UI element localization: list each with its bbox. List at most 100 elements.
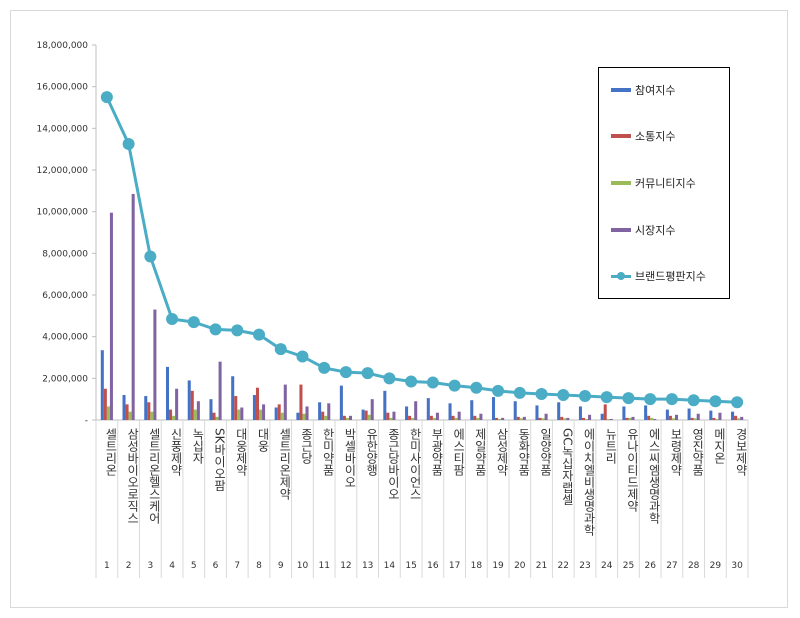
- bar: [361, 409, 365, 420]
- line-point: [318, 361, 331, 374]
- legend-item: 커뮤니티지수: [611, 175, 696, 191]
- bar: [318, 402, 322, 420]
- bar: [283, 384, 287, 420]
- line-point: [535, 387, 548, 400]
- y-tick-label: 10,000,000: [36, 208, 88, 218]
- x-category-label: 종근당바이오: [386, 428, 400, 500]
- x-category-label: 에스씨엠생명과학: [647, 428, 661, 524]
- x-rank-label: 10: [297, 561, 309, 571]
- bar: [513, 401, 517, 420]
- x-category-label: 삼성바이오로직스: [126, 428, 140, 524]
- line-point: [492, 384, 505, 397]
- bar: [557, 402, 561, 420]
- line-point: [100, 91, 113, 104]
- x-category-label: 한미약품: [321, 428, 335, 476]
- bar: [392, 411, 396, 420]
- bar: [302, 413, 306, 420]
- bar: [215, 416, 219, 420]
- bar: [125, 404, 129, 420]
- y-tick-label: -: [85, 416, 88, 426]
- bar: [259, 409, 263, 420]
- x-rank-label: 13: [362, 561, 373, 571]
- x-rank-label: 12: [340, 561, 351, 571]
- y-tick-label: 2,000,000: [42, 374, 88, 384]
- line-point: [231, 324, 244, 337]
- x-category-label: SK바이오팜: [213, 428, 227, 492]
- line-point: [187, 316, 200, 329]
- x-rank-label: 27: [666, 561, 677, 571]
- x-category-label: 에스티팜: [452, 428, 466, 476]
- x-category-label: 셀트리온제약: [278, 428, 292, 500]
- bar: [734, 415, 738, 420]
- bar: [169, 409, 173, 420]
- bar: [668, 415, 672, 420]
- bar: [296, 412, 300, 420]
- bar: [712, 417, 716, 420]
- bar: [473, 415, 477, 420]
- bar: [367, 414, 371, 420]
- line-point: [122, 137, 135, 150]
- x-category-label: 보령제약: [669, 428, 683, 476]
- bar: [190, 390, 194, 420]
- bar: [737, 418, 741, 420]
- legend-label: 시장지수: [635, 224, 676, 237]
- bar: [451, 415, 455, 420]
- bar: [364, 410, 368, 420]
- x-rank-label: 7: [234, 561, 240, 571]
- bar: [414, 401, 418, 420]
- legend-label: 참여지수: [635, 84, 676, 97]
- bar: [693, 418, 697, 420]
- bar: [718, 412, 722, 420]
- line-point: [579, 390, 591, 403]
- x-rank-label: 17: [449, 561, 460, 571]
- y-tick-label: 4,000,000: [42, 333, 88, 343]
- line-point: [383, 372, 396, 385]
- bar: [299, 384, 303, 420]
- bar: [435, 412, 439, 420]
- bar: [566, 417, 570, 420]
- bar: [389, 417, 393, 420]
- x-category-label: 동화약품: [517, 428, 531, 476]
- x-rank-label: 4: [169, 561, 175, 571]
- x-category-label: 한미사이언스: [408, 428, 422, 500]
- x-category-label: 종근당: [299, 428, 313, 464]
- bar: [696, 413, 700, 420]
- bar: [411, 417, 415, 420]
- bar: [476, 417, 480, 420]
- bar: [339, 385, 343, 420]
- bar: [252, 395, 256, 420]
- bar: [498, 418, 502, 420]
- bar: [563, 418, 567, 420]
- legend-swatch-market: [611, 228, 631, 232]
- bar: [196, 401, 200, 420]
- x-category-label: 삼성제약: [495, 428, 509, 476]
- bar: [495, 417, 499, 420]
- line-point: [166, 312, 179, 325]
- bar: [405, 406, 409, 420]
- x-rank-label: 20: [514, 561, 526, 571]
- x-rank-label: 23: [579, 561, 590, 571]
- x-rank-label: 30: [731, 561, 743, 571]
- x-category-label: 대웅: [256, 428, 270, 452]
- bar: [109, 212, 113, 420]
- bar: [631, 416, 635, 420]
- legend-label: 소통지수: [635, 130, 676, 143]
- line-point: [253, 328, 265, 341]
- bar: [585, 418, 589, 420]
- x-rank-label: 28: [688, 561, 700, 571]
- y-tick-label: 14,000,000: [36, 124, 88, 134]
- x-rank-label: 5: [191, 561, 197, 571]
- x-rank-label: 15: [405, 561, 416, 571]
- bar: [560, 416, 564, 420]
- bar: [740, 416, 744, 420]
- bar: [690, 417, 694, 420]
- bar: [131, 193, 135, 420]
- line-point: [709, 395, 722, 408]
- line-point: [731, 396, 744, 409]
- x-rank-label: 24: [601, 561, 613, 571]
- x-category-label: 대웅제약: [234, 428, 248, 476]
- x-category-label: 제일약품: [473, 428, 487, 476]
- bar: [274, 407, 278, 420]
- bar: [622, 406, 626, 420]
